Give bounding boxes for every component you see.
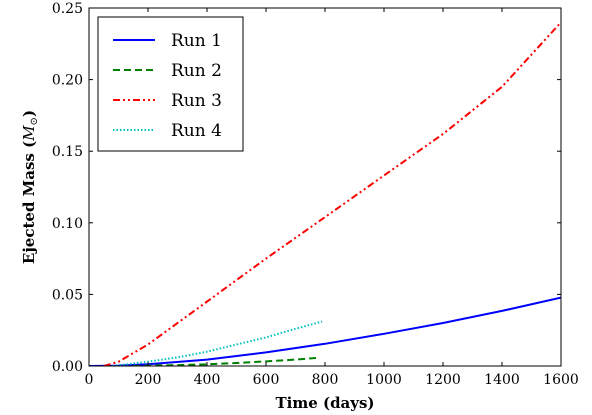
x-tick-label: 400 (194, 372, 221, 388)
legend-label-2: Run 2 (171, 61, 222, 81)
x-tick-label: 1000 (366, 372, 402, 388)
x-tick-label: 200 (135, 372, 162, 388)
y-tick-label: 0.00 (52, 359, 83, 375)
y-tick-label: 0.15 (52, 144, 83, 160)
y-tick-label: 0.25 (52, 1, 83, 17)
series-line-3 (103, 21, 561, 366)
ticks-layer: 0 200 400 600 800 1000 1200 1400 1600 0.00 0.05 0.1… (52, 1, 579, 388)
legend-label-1: Run 1 (171, 31, 222, 51)
legend-label-4: Run 4 (171, 121, 222, 141)
x-tick-label: 1200 (425, 372, 461, 388)
y-tick-label: 0.20 (52, 73, 83, 89)
series-line-1 (89, 296, 561, 366)
legend-label-3: Run 3 (171, 91, 222, 111)
x-tick-label: 1600 (543, 372, 579, 388)
x-tick-label: 1400 (484, 372, 520, 388)
x-tick-label: 600 (253, 372, 280, 388)
legend: Run 1 Run 2 Run 3 Run 4 (97, 16, 244, 152)
series-layer (89, 21, 561, 366)
x-tick-label: 800 (312, 372, 339, 388)
y-axis-title: Ejected Mass (M⊙) (20, 110, 40, 264)
x-axis-title: Time (days) (275, 394, 374, 412)
series-line-2 (133, 356, 320, 366)
y-tick-label: 0.10 (52, 216, 83, 232)
y-tick-label: 0.05 (52, 287, 83, 303)
x-tick-label: 0 (85, 372, 94, 388)
